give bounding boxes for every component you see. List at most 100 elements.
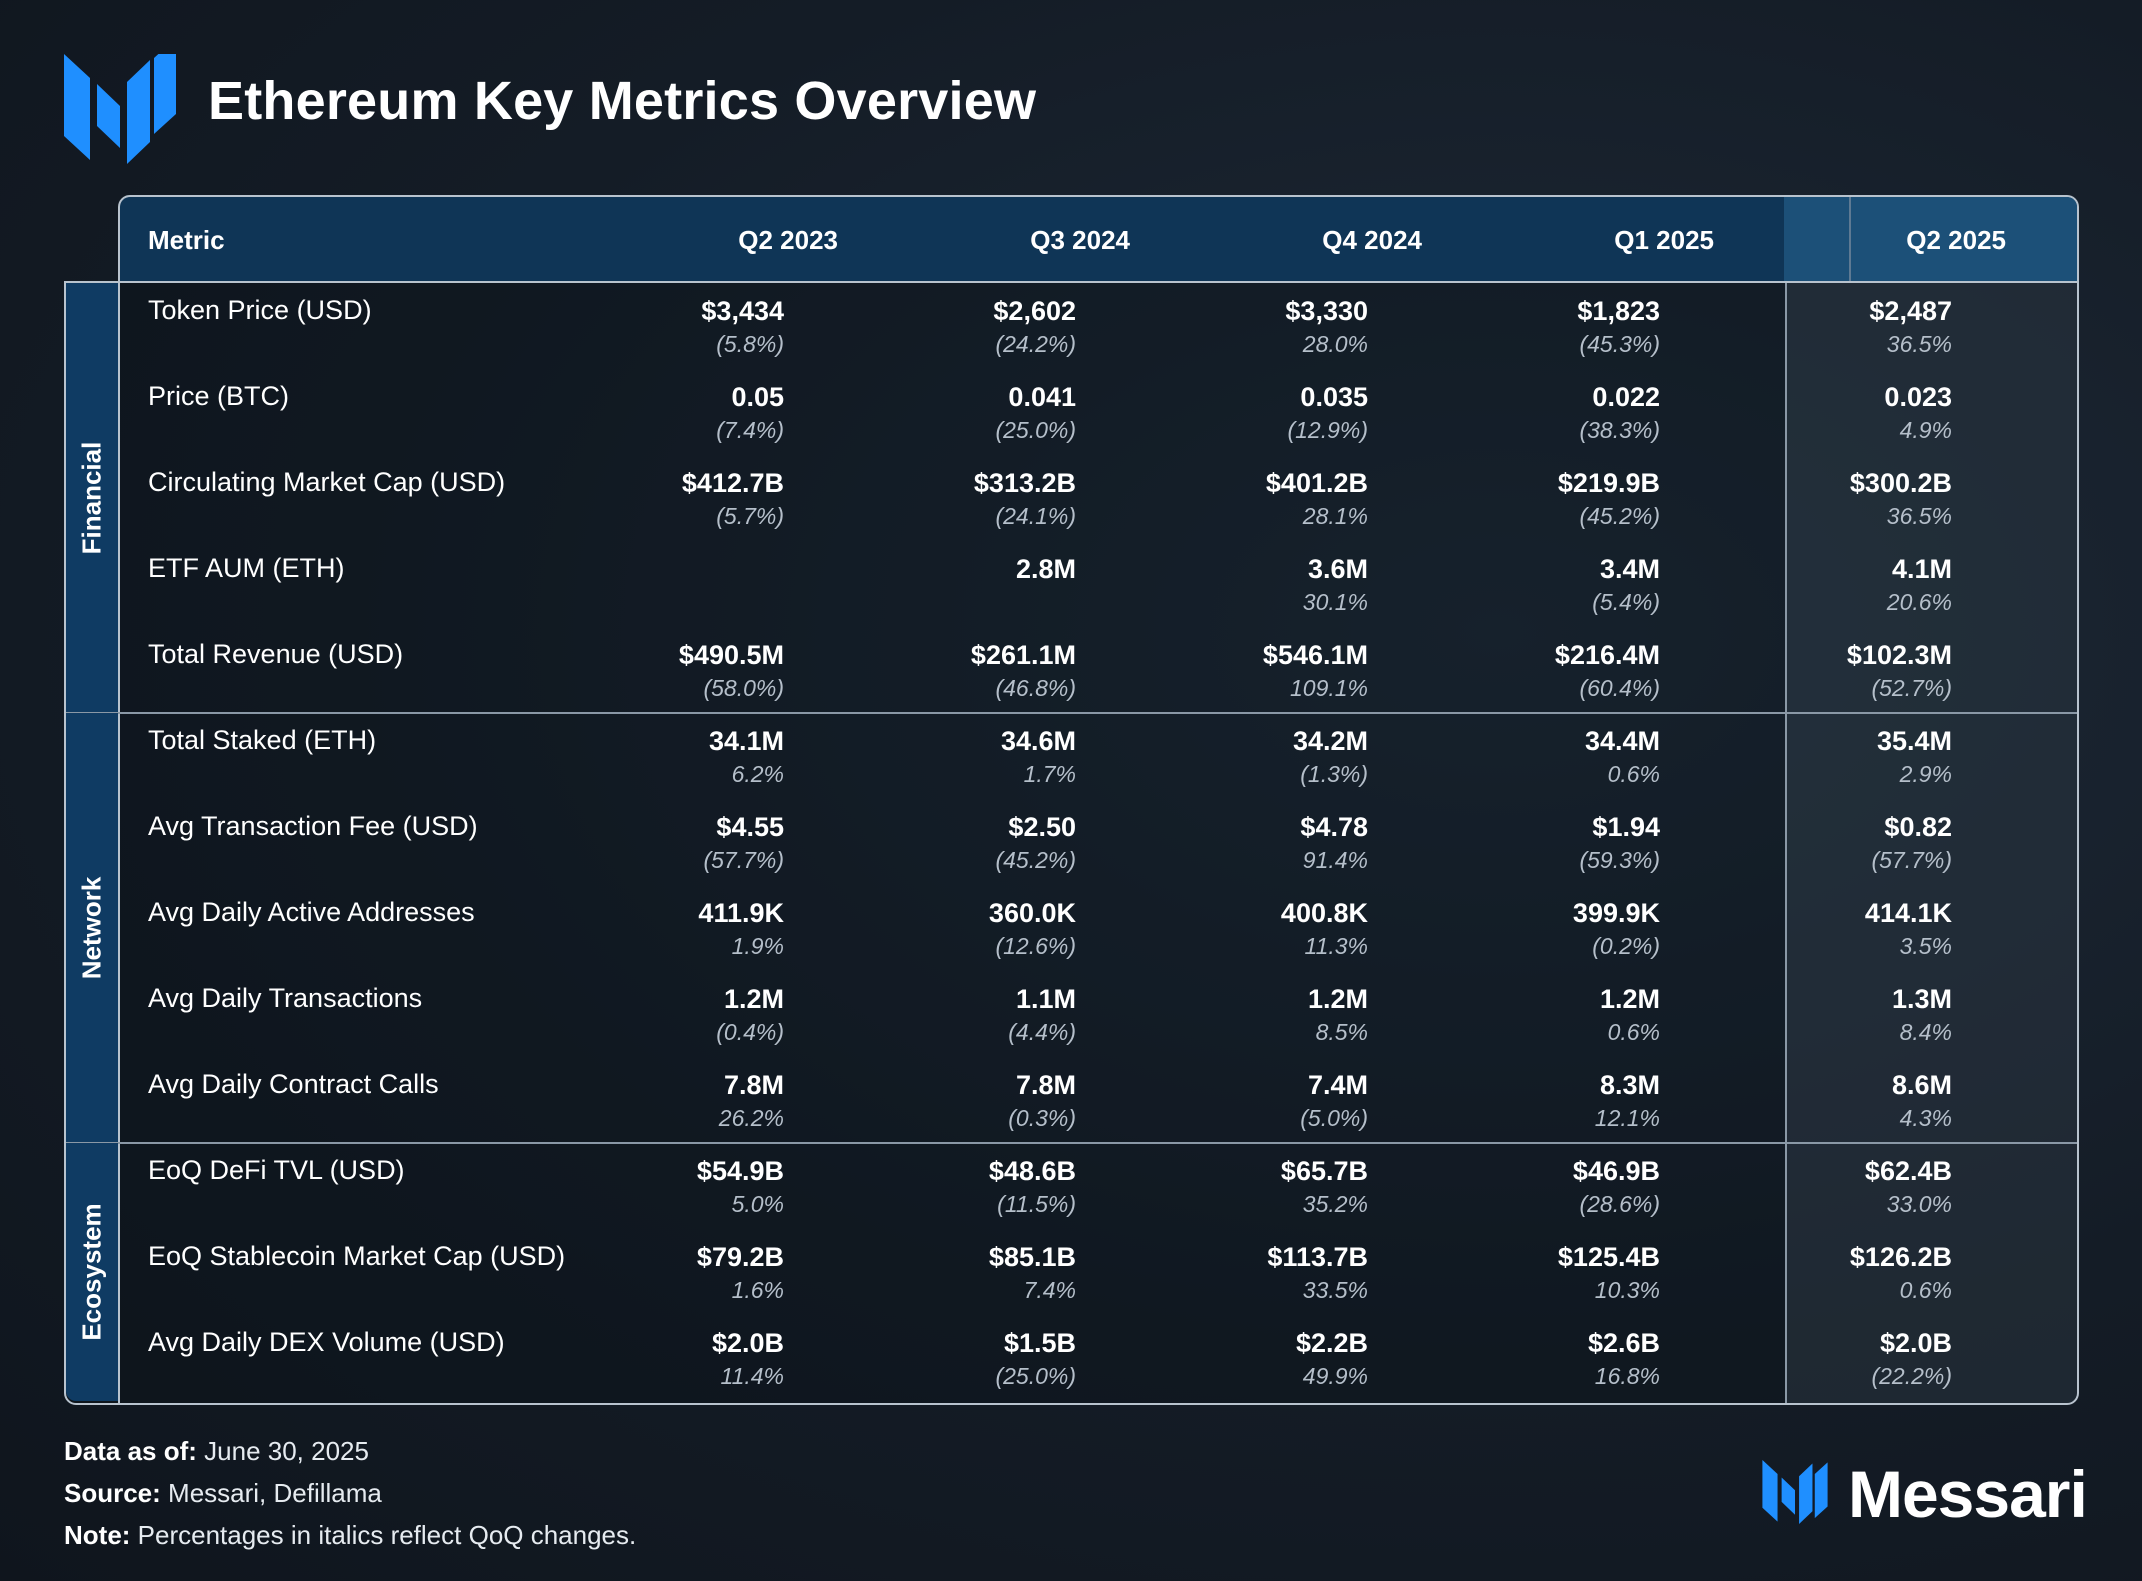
qoq-change: 20.6%: [1886, 589, 1952, 615]
metric-cell: 0.022 (38.3%): [1460, 381, 1660, 447]
metric-value: $79.2B: [696, 1242, 784, 1272]
header-quarter: Q4 2024: [1322, 225, 1422, 255]
metric-cell: $3,434 (5.8%): [584, 295, 784, 361]
table-row: EoQ DeFi TVL (USD) $54.9B 5.0% $48.6B (11.5%…: [66, 1143, 2077, 1229]
metric-cell: 4.1M 20.6%: [1752, 553, 1952, 619]
metric-cell: $62.4B 33.0%: [1752, 1155, 1952, 1221]
qoq-change: 30.1%: [1302, 589, 1368, 615]
metric-name: ETF AUM (ETH): [148, 553, 345, 583]
metric-cell: $113.7B 33.5%: [1168, 1241, 1368, 1307]
metric-cell: $2.0B 11.4%: [584, 1327, 784, 1393]
metric-cell: $2.0B (22.2%): [1752, 1327, 1952, 1393]
metric-value: 399.9K: [1572, 898, 1660, 928]
qoq-change: 8.4%: [1899, 1019, 1952, 1045]
metric-name: Avg Daily DEX Volume (USD): [148, 1327, 505, 1357]
metric-name: EoQ Stablecoin Market Cap (USD): [148, 1241, 566, 1271]
qoq-change: 109.1%: [1289, 675, 1368, 701]
qoq-change: (25.0%): [995, 1363, 1076, 1389]
metric-value: 4.1M: [1891, 554, 1952, 584]
metric-cell: $125.4B 10.3%: [1460, 1241, 1660, 1307]
metric-value: 400.8K: [1280, 898, 1368, 928]
qoq-change: 33.0%: [1886, 1191, 1952, 1217]
metric-value: $219.9B: [1557, 468, 1660, 498]
qoq-change: 0.6%: [1607, 1019, 1660, 1045]
qoq-change: (12.9%): [1287, 417, 1368, 443]
qoq-change: 3.5%: [1899, 933, 1952, 959]
table-row: Avg Daily Contract Calls 7.8M 26.2% 7.8M (0.…: [66, 1057, 2077, 1143]
metric-cell: 7.4M (5.0%): [1168, 1069, 1368, 1135]
metric-value: $102.3M: [1846, 640, 1952, 670]
metric-value: 34.6M: [1000, 726, 1076, 756]
metric-value: 360.0K: [988, 898, 1076, 928]
messari-brand-icon: [1762, 1460, 1828, 1524]
metric-cell: $261.1M (46.8%): [876, 639, 1076, 705]
section-divider: [66, 1142, 2077, 1144]
table-row: Price (BTC) 0.05 (7.4%) 0.041 (25.0%) 0.035 (1…: [66, 369, 2077, 455]
qoq-change: 1.6%: [731, 1277, 784, 1303]
metric-value: $62.4B: [1864, 1156, 1952, 1186]
metric-cell: $401.2B 28.1%: [1168, 467, 1368, 533]
section-divider: [66, 712, 2077, 714]
metric-cell: $79.2B 1.6%: [584, 1241, 784, 1307]
metric-value: 1.2M: [723, 984, 784, 1014]
metric-cell: 0.023 4.9%: [1752, 381, 1952, 447]
qoq-change: 49.9%: [1302, 1363, 1368, 1389]
metric-cell: 34.1M 6.2%: [584, 725, 784, 791]
qoq-change: (12.6%): [995, 933, 1076, 959]
metric-value: 0.035: [1300, 382, 1368, 412]
metric-name: Avg Daily Contract Calls: [148, 1069, 439, 1099]
section-label-ecosystem: Ecosystem: [66, 1143, 118, 1401]
table-row: Avg Daily Transactions 1.2M (0.4%) 1.1M (4.4…: [66, 971, 2077, 1057]
metric-value: $490.5M: [678, 640, 784, 670]
qoq-change: (0.4%): [716, 1019, 784, 1045]
metric-name: Avg Daily Transactions: [148, 983, 423, 1013]
metric-value: 2.8M: [1015, 554, 1076, 584]
metric-cell: $1.5B (25.0%): [876, 1327, 1076, 1393]
metric-value: $65.7B: [1280, 1156, 1368, 1186]
metric-cell: 35.4M 2.9%: [1752, 725, 1952, 791]
metric-cell: 0.041 (25.0%): [876, 381, 1076, 447]
metric-cell: 7.8M (0.3%): [876, 1069, 1076, 1135]
metric-value: $1.5B: [1003, 1328, 1076, 1358]
metric-cell: 399.9K (0.2%): [1460, 897, 1660, 963]
metric-value: $1,823: [1577, 296, 1660, 326]
qoq-change: (60.4%): [1579, 675, 1660, 701]
qoq-change: (5.8%): [716, 331, 784, 357]
metric-cell: $48.6B (11.5%): [876, 1155, 1076, 1221]
qoq-change: 7.4%: [1023, 1277, 1076, 1303]
footer-data-as-of: Data as of: June 30, 2025: [64, 1436, 369, 1466]
metric-value: $2.6B: [1587, 1328, 1660, 1358]
qoq-change: 12.1%: [1594, 1105, 1660, 1131]
footer-source: Source: Messari, Defillama: [64, 1478, 382, 1508]
qoq-change: (38.3%): [1579, 417, 1660, 443]
metric-cell: 34.2M (1.3%): [1168, 725, 1368, 791]
messari-logo-icon: [64, 54, 176, 164]
metric-cell: 360.0K (12.6%): [876, 897, 1076, 963]
metric-cell: $1,823 (45.3%): [1460, 295, 1660, 361]
metric-value: $126.2B: [1849, 1242, 1952, 1272]
metric-cell: $46.9B (28.6%): [1460, 1155, 1660, 1221]
qoq-change: (4.4%): [1008, 1019, 1076, 1045]
metric-value: 8.6M: [1891, 1070, 1952, 1100]
metric-value: $48.6B: [988, 1156, 1076, 1186]
table-row: Token Price (USD) $3,434 (5.8%) $2,602 (24.2…: [66, 283, 2077, 369]
metric-value: 0.05: [731, 382, 784, 412]
metric-value: 34.2M: [1292, 726, 1368, 756]
highlight-column-header: [1784, 197, 2077, 281]
qoq-change: 11.4%: [720, 1363, 784, 1389]
metric-cell: 1.2M (0.4%): [584, 983, 784, 1049]
metric-value: 7.8M: [1015, 1070, 1076, 1100]
qoq-change: (45.2%): [995, 847, 1076, 873]
metric-value: $300.2B: [1849, 468, 1952, 498]
metric-name: Avg Daily Active Addresses: [148, 897, 475, 927]
header-metric: Metric: [148, 225, 225, 255]
qoq-change: 0.6%: [1607, 761, 1660, 787]
qoq-change: 1.9%: [731, 933, 784, 959]
qoq-change: 4.3%: [1899, 1105, 1952, 1131]
metric-cell: 8.6M 4.3%: [1752, 1069, 1952, 1135]
qoq-change: (59.3%): [1579, 847, 1660, 873]
qoq-change: 11.3%: [1304, 933, 1368, 959]
metric-cell: $313.2B (24.1%): [876, 467, 1076, 533]
footer-note: Note: Percentages in italics reflect QoQ…: [64, 1520, 637, 1550]
metric-value: $2,602: [993, 296, 1076, 326]
